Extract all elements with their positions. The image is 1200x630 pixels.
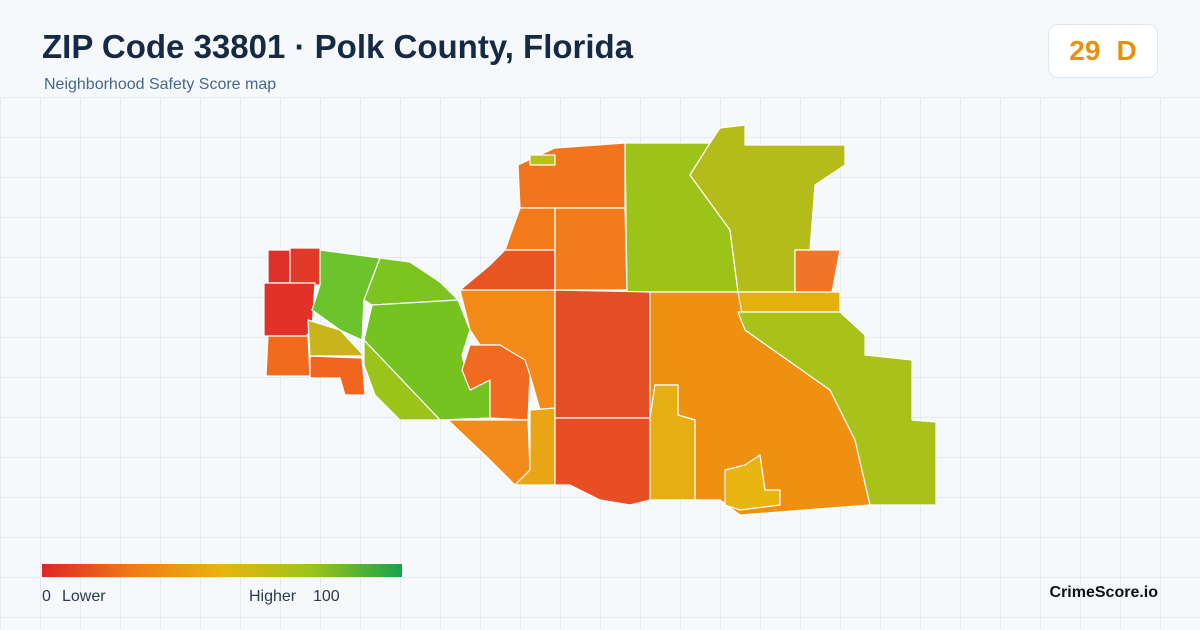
- region: [309, 355, 366, 396]
- region: [267, 249, 291, 284]
- region: [289, 247, 321, 286]
- region: [504, 207, 556, 251]
- region: [737, 311, 937, 506]
- map-regions: [263, 124, 937, 516]
- region: [461, 344, 531, 421]
- legend-gradient: [42, 564, 402, 577]
- score-value: 29: [1069, 35, 1101, 66]
- legend-max-label: Higher: [249, 588, 297, 605]
- title: ZIP Code 33801 · Polk County, Florida: [42, 28, 634, 65]
- region: [447, 419, 531, 486]
- region: [554, 289, 651, 419]
- brand: CrimeScore.io: [1049, 584, 1158, 601]
- region: [737, 291, 841, 313]
- region: [363, 257, 459, 306]
- region: [689, 124, 846, 293]
- legend-max: 100: [313, 588, 340, 605]
- region: [265, 335, 311, 377]
- region: [649, 384, 696, 501]
- region: [529, 154, 556, 166]
- legend-min: 0: [42, 588, 51, 605]
- region: [554, 417, 651, 506]
- region: [514, 407, 556, 486]
- legend-min-label: Lower: [62, 588, 106, 605]
- region: [363, 339, 441, 421]
- region: [459, 249, 556, 291]
- region: [794, 249, 841, 293]
- region: [554, 207, 628, 291]
- subtitle: Neighborhood Safety Score map: [44, 76, 277, 93]
- header: ZIP Code 33801 · Polk County, Florida Ne…: [0, 0, 1200, 98]
- region: [517, 142, 626, 209]
- score-grade: D: [1116, 35, 1137, 66]
- score-badge: 29 D: [1048, 24, 1158, 78]
- region: [263, 282, 316, 337]
- region: [724, 454, 781, 511]
